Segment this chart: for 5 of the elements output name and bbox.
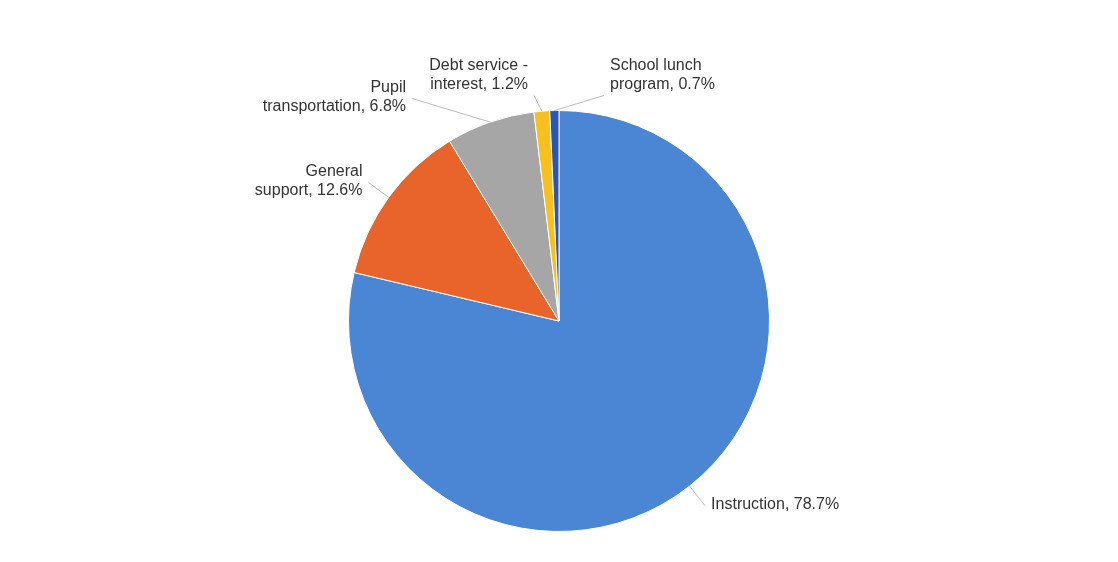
slice-label: Debt service - interest, 1.2%	[429, 55, 528, 92]
slice-label: General support, 12.6%	[254, 161, 363, 198]
slice-label: Pupil transportation, 6.8%	[262, 77, 407, 114]
slice-label: Instruction, 78.7%	[711, 494, 840, 512]
slice-label: School lunch program, 0.7%	[610, 55, 715, 92]
